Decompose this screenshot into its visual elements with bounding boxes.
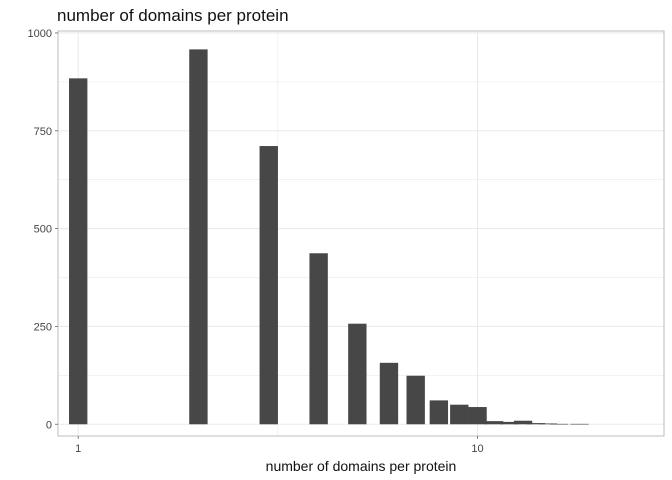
x-axis-ticks: 1 10 [75, 436, 484, 455]
histogram-bar [429, 400, 449, 425]
panel-border [57, 30, 665, 437]
y-tick-label: 1000 [28, 28, 52, 40]
x-tick-label: 1 [75, 443, 81, 455]
y-tick-label: 750 [34, 126, 52, 138]
histogram-bar [259, 146, 278, 425]
histogram-bar [189, 49, 208, 425]
histogram-bar [484, 421, 504, 425]
histogram-bar [468, 407, 487, 425]
histogram-bar [406, 375, 425, 425]
x-tick-label: 10 [471, 443, 483, 455]
histogram-bar [69, 78, 88, 425]
histogram-bar [570, 423, 589, 425]
histogram-bar [348, 323, 367, 425]
bars [69, 49, 589, 425]
y-tick-label: 500 [34, 224, 52, 236]
histogram-bar [549, 423, 569, 425]
x-axis-title: number of domains per protein [266, 458, 457, 474]
histogram-bar [526, 423, 546, 425]
histogram-bar [513, 420, 533, 425]
chart-title: number of domains per protein [57, 6, 289, 25]
y-axis-ticks: 0 250 500 750 1000 [28, 28, 58, 431]
histogram-bar [450, 404, 469, 425]
histogram-bar [538, 423, 558, 425]
y-tick-label: 250 [34, 321, 52, 333]
histogram-bar [499, 421, 519, 425]
histogram-bar [309, 253, 328, 425]
y-tick-label: 0 [46, 419, 52, 431]
histogram-bar [379, 362, 399, 425]
